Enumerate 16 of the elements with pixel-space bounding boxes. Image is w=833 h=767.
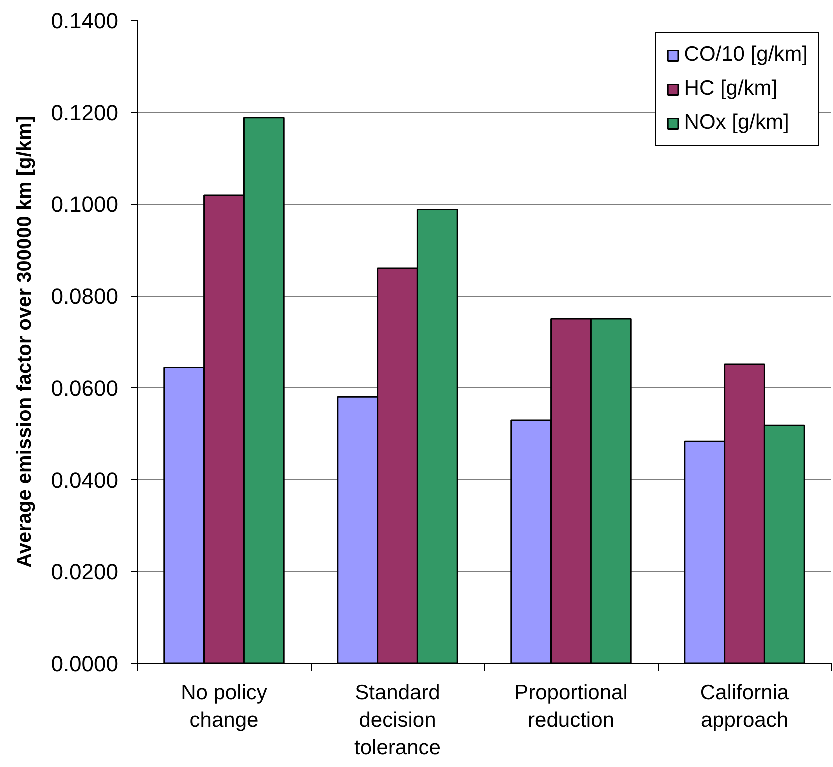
legend-label: NOx [g/km] bbox=[684, 111, 790, 135]
legend-label: CO/10 [g/km] bbox=[684, 43, 808, 67]
y-tick-label: 0.0200 bbox=[51, 560, 119, 585]
y-tick-label: 0.0800 bbox=[51, 284, 119, 310]
y-tick-label: 0.1000 bbox=[51, 192, 119, 218]
x-tick-label: California approach bbox=[700, 682, 790, 732]
y-axis-title: Average emission factor over 300000 km [g/km] bbox=[14, 116, 36, 568]
x-tick-label: Standard decision tolerance bbox=[354, 682, 441, 760]
y-tick-label: 0.0000 bbox=[51, 652, 119, 676]
y-tick-label: 0.1200 bbox=[51, 100, 119, 126]
y-tick-label: 0.0600 bbox=[51, 376, 119, 401]
y-tick-label: 0.1400 bbox=[51, 8, 119, 34]
x-tick-label: Proportional reduction bbox=[514, 682, 628, 732]
y-tick-label: 0.0400 bbox=[51, 468, 119, 493]
x-tick-label: No policy change bbox=[181, 682, 268, 732]
legend-label: HC [g/km] bbox=[684, 77, 778, 101]
